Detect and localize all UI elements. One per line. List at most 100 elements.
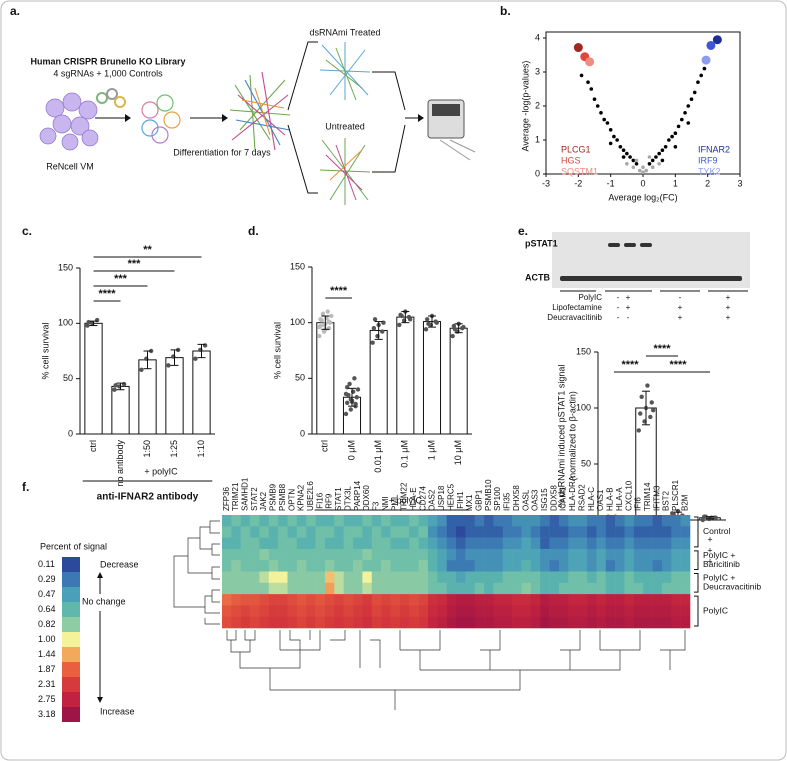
- heatmap-cell: [624, 560, 635, 572]
- heatmap-cell: [587, 616, 597, 629]
- heatmap-cell: [587, 526, 597, 538]
- heatmap-cell: [315, 605, 326, 617]
- heatmap-cell: [278, 582, 288, 595]
- heatmap-cell: [484, 548, 494, 561]
- heatmap-cell: [437, 571, 447, 584]
- colorbar-cell: [62, 632, 80, 647]
- heatmap-cell: [577, 537, 588, 550]
- x-tick-label: 0: [640, 178, 645, 188]
- heatmap-cell: [652, 582, 663, 595]
- y-tick-label: 150: [576, 346, 591, 356]
- heatmap-cell: [493, 616, 504, 629]
- blot-condition-mark: -: [617, 303, 620, 312]
- heatmap-cell: [680, 537, 691, 550]
- heatmap-cell: [334, 515, 344, 527]
- heatmap-cell: [418, 515, 429, 527]
- heatmap-cell: [446, 537, 457, 550]
- heatmap-cell: [474, 605, 485, 617]
- gene-label: ZFP36: [222, 486, 231, 511]
- heatmap-cell: [652, 526, 663, 538]
- heatmap-cell: [512, 582, 522, 595]
- heatmap-cell: [418, 537, 429, 550]
- heatmap-cell: [540, 537, 550, 550]
- heatmap-cell: [278, 616, 288, 629]
- point: [608, 128, 613, 132]
- gene-label: KPNA2: [297, 484, 306, 511]
- x-tick-label: ctrl: [88, 440, 98, 452]
- heatmap-cell: [568, 582, 578, 595]
- y-axis-label: (normalized to β-actin): [567, 391, 577, 481]
- heatmap-cell: [530, 526, 541, 538]
- heatmap-cell: [540, 548, 550, 561]
- heatmap-cell: [502, 616, 513, 629]
- heatmap-cell: [530, 605, 541, 617]
- heatmap-cell: [427, 605, 438, 617]
- data-point: [113, 383, 118, 388]
- heatmap-cell: [390, 616, 401, 629]
- heatmap-cell: [362, 548, 373, 561]
- heatmap-cell: [643, 616, 653, 629]
- group-label: + polyIC: [389, 495, 423, 505]
- heatmap-cell: [315, 537, 326, 550]
- x-tick-label: no antibody: [115, 440, 125, 487]
- blot-condition-name: Deucravacitinib: [547, 313, 602, 322]
- gene-label: IFITM3: [652, 485, 661, 511]
- heatmap-cell: [493, 515, 504, 527]
- heatmap-cell: [324, 548, 335, 561]
- y-axis-label: % cell survival: [272, 322, 282, 379]
- point: [641, 170, 645, 175]
- heatmap-cell: [680, 582, 691, 595]
- heatmap-cell: [474, 537, 485, 550]
- heatmap-cell: [399, 582, 410, 595]
- heatmap-cell: [643, 526, 653, 538]
- heatmap-cell: [306, 537, 316, 550]
- heatmap-cell: [315, 616, 326, 629]
- heatmap-cell: [240, 616, 251, 629]
- colorbar-tick-label: 0.11: [38, 559, 55, 569]
- heatmap-cell: [250, 605, 260, 617]
- y-tick-label: 2: [535, 100, 540, 110]
- data-point: [450, 333, 455, 339]
- data-point: [354, 395, 359, 400]
- heatmap-cell: [240, 594, 251, 606]
- x-tick-label: ctrl: [320, 440, 330, 452]
- bar: [396, 316, 415, 435]
- data-point: [348, 407, 353, 412]
- y-tick-label: 150: [58, 262, 73, 272]
- data-point: [372, 317, 378, 322]
- point: [686, 104, 691, 108]
- heatmap-cell: [222, 605, 232, 617]
- point: [586, 80, 590, 84]
- heatmap-cell: [474, 571, 485, 584]
- data-point: [703, 514, 708, 519]
- colorbar-arrows: [97, 572, 103, 703]
- heatmap-cell: [353, 548, 363, 561]
- data-point: [423, 327, 429, 332]
- heatmap-cell: [521, 515, 532, 527]
- x-axis-label: Average log₂(FC): [608, 192, 677, 202]
- heatmap-cell: [390, 548, 401, 561]
- heatmap-cell: [484, 515, 494, 527]
- colorbar-tick-label: 1.44: [38, 649, 56, 659]
- heatmap-cell: [530, 616, 541, 629]
- significance-label: ***: [114, 273, 128, 285]
- heatmap-cell: [671, 537, 681, 550]
- heatmap-cell: [484, 537, 494, 550]
- heatmap-cell: [521, 616, 532, 629]
- heatmap-cell: [427, 548, 438, 561]
- heatmap-cell: [605, 548, 616, 561]
- heatmap-cell: [587, 582, 597, 595]
- heatmap-cell: [343, 537, 354, 550]
- colorbar-cell: [62, 617, 80, 632]
- row-group-bracket: [694, 595, 699, 627]
- heatmap-cell: [521, 605, 532, 617]
- colorbar-tick-label: 1.00: [38, 634, 56, 644]
- heatmap-cell: [278, 515, 288, 527]
- colorbar-cell: [62, 707, 80, 722]
- heatmap-cell: [343, 582, 354, 595]
- heatmap-cell: [409, 594, 419, 606]
- bar: [316, 322, 335, 435]
- heatmap-cell: [549, 605, 560, 617]
- panel-label: f.: [22, 480, 29, 494]
- heatmap-cell: [222, 616, 232, 629]
